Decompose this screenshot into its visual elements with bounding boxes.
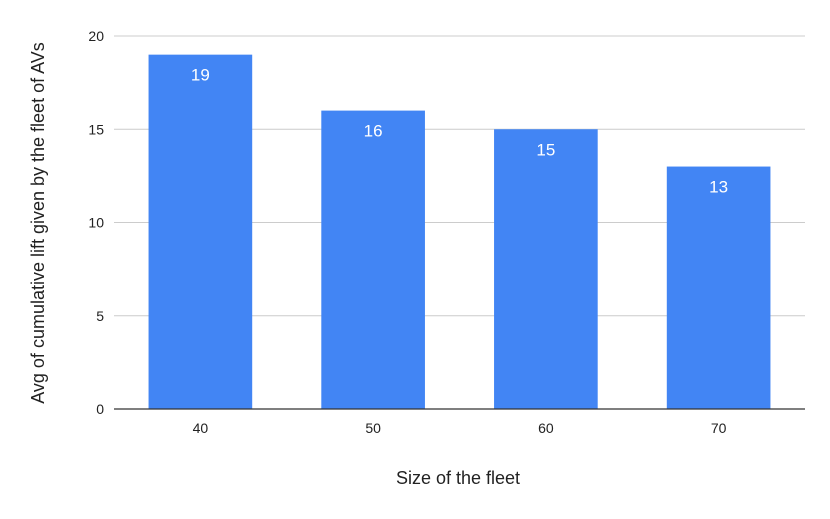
bar-50 <box>321 110 425 409</box>
x-tick-label: 60 <box>538 420 554 436</box>
bar-40 <box>148 54 253 410</box>
y-tick-label: 15 <box>88 121 104 137</box>
y-tick-label: 20 <box>88 28 104 44</box>
y-tick-label: 10 <box>88 215 104 231</box>
y-axis-title: Avg of cumulative lift given by the flee… <box>28 42 48 404</box>
x-tick-label: 50 <box>365 420 381 436</box>
bars <box>148 54 771 410</box>
x-tick-label: 40 <box>193 420 209 436</box>
data-label-70: 13 <box>709 178 728 197</box>
data-label-50: 16 <box>364 122 383 141</box>
data-label-60: 15 <box>536 140 555 159</box>
y-tick-label: 5 <box>96 308 104 324</box>
data-label-40: 19 <box>191 66 210 85</box>
y-tick-label: 0 <box>96 401 104 417</box>
x-tick-label: 70 <box>711 420 727 436</box>
labels: 0 5 10 15 20 19 40 16 50 15 60 13 70 <box>88 28 728 436</box>
bar-70 <box>666 166 771 409</box>
bar-60 <box>494 129 598 409</box>
x-axis-title: Size of the fleet <box>396 468 520 488</box>
